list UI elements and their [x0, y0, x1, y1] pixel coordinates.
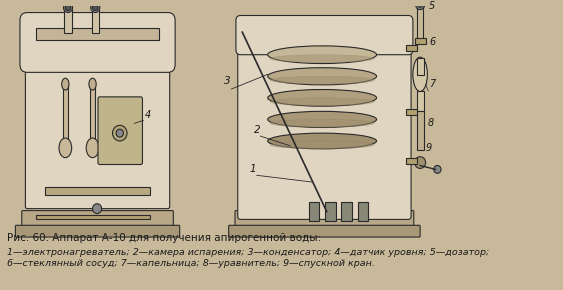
Circle shape: [415, 0, 425, 10]
Bar: [417, 6, 423, 40]
Circle shape: [91, 3, 100, 12]
Ellipse shape: [267, 90, 377, 106]
Text: 1: 1: [249, 164, 256, 174]
Circle shape: [65, 5, 71, 11]
Bar: [325, 202, 336, 221]
Text: 1—электронагреватель; 2—камера испарения; 3—конденсатор; 4—датчик уровня; 5—доза: 1—электронагреватель; 2—камера испарения…: [7, 248, 489, 257]
Circle shape: [64, 3, 73, 12]
Ellipse shape: [62, 78, 69, 90]
FancyBboxPatch shape: [15, 225, 180, 237]
Text: 7: 7: [429, 79, 435, 89]
Text: 9: 9: [426, 143, 432, 153]
Bar: [341, 202, 352, 221]
Text: 8: 8: [427, 118, 434, 128]
FancyBboxPatch shape: [229, 225, 420, 237]
Bar: [405, 158, 417, 164]
Ellipse shape: [270, 76, 374, 84]
Circle shape: [434, 166, 441, 173]
Ellipse shape: [89, 78, 96, 90]
FancyBboxPatch shape: [22, 211, 173, 230]
Text: 2: 2: [254, 125, 261, 135]
Text: 5: 5: [429, 1, 435, 11]
Bar: [46, 187, 150, 195]
Bar: [415, 38, 426, 44]
Circle shape: [92, 5, 98, 11]
FancyBboxPatch shape: [238, 27, 411, 220]
Ellipse shape: [86, 138, 99, 158]
Ellipse shape: [59, 138, 72, 158]
Circle shape: [415, 157, 426, 168]
Ellipse shape: [270, 119, 374, 127]
Text: Рис. 60. Аппарат А-10 для получения апирогенной воды:: Рис. 60. Аппарат А-10 для получения апир…: [7, 233, 321, 243]
Ellipse shape: [267, 68, 377, 85]
Text: 3: 3: [224, 76, 231, 86]
FancyBboxPatch shape: [25, 38, 169, 209]
Text: 4: 4: [145, 110, 151, 120]
Circle shape: [113, 125, 127, 141]
Bar: [417, 91, 424, 110]
Bar: [417, 58, 424, 75]
Bar: [358, 202, 368, 221]
Circle shape: [116, 129, 123, 137]
FancyBboxPatch shape: [236, 15, 413, 55]
Bar: [405, 109, 417, 115]
Ellipse shape: [270, 98, 374, 106]
Bar: [405, 45, 417, 51]
Circle shape: [92, 204, 102, 213]
Ellipse shape: [413, 57, 427, 91]
Ellipse shape: [267, 46, 377, 64]
Bar: [36, 28, 159, 40]
Bar: [90, 84, 95, 143]
FancyBboxPatch shape: [235, 211, 414, 230]
Bar: [62, 84, 68, 143]
Ellipse shape: [270, 141, 374, 149]
Text: 6: 6: [429, 37, 435, 47]
Ellipse shape: [270, 55, 374, 63]
Text: 6—стеклянный сосуд; 7—капельница; 8—уравнитель; 9—спускной кран.: 6—стеклянный сосуд; 7—капельница; 8—урав…: [7, 260, 375, 269]
Ellipse shape: [267, 111, 377, 128]
Ellipse shape: [267, 133, 377, 149]
Bar: [92, 9, 99, 33]
Bar: [417, 110, 424, 150]
FancyBboxPatch shape: [98, 97, 142, 164]
Circle shape: [417, 2, 423, 8]
Bar: [64, 9, 72, 33]
Bar: [36, 215, 150, 220]
FancyBboxPatch shape: [20, 12, 175, 72]
Bar: [309, 202, 319, 221]
